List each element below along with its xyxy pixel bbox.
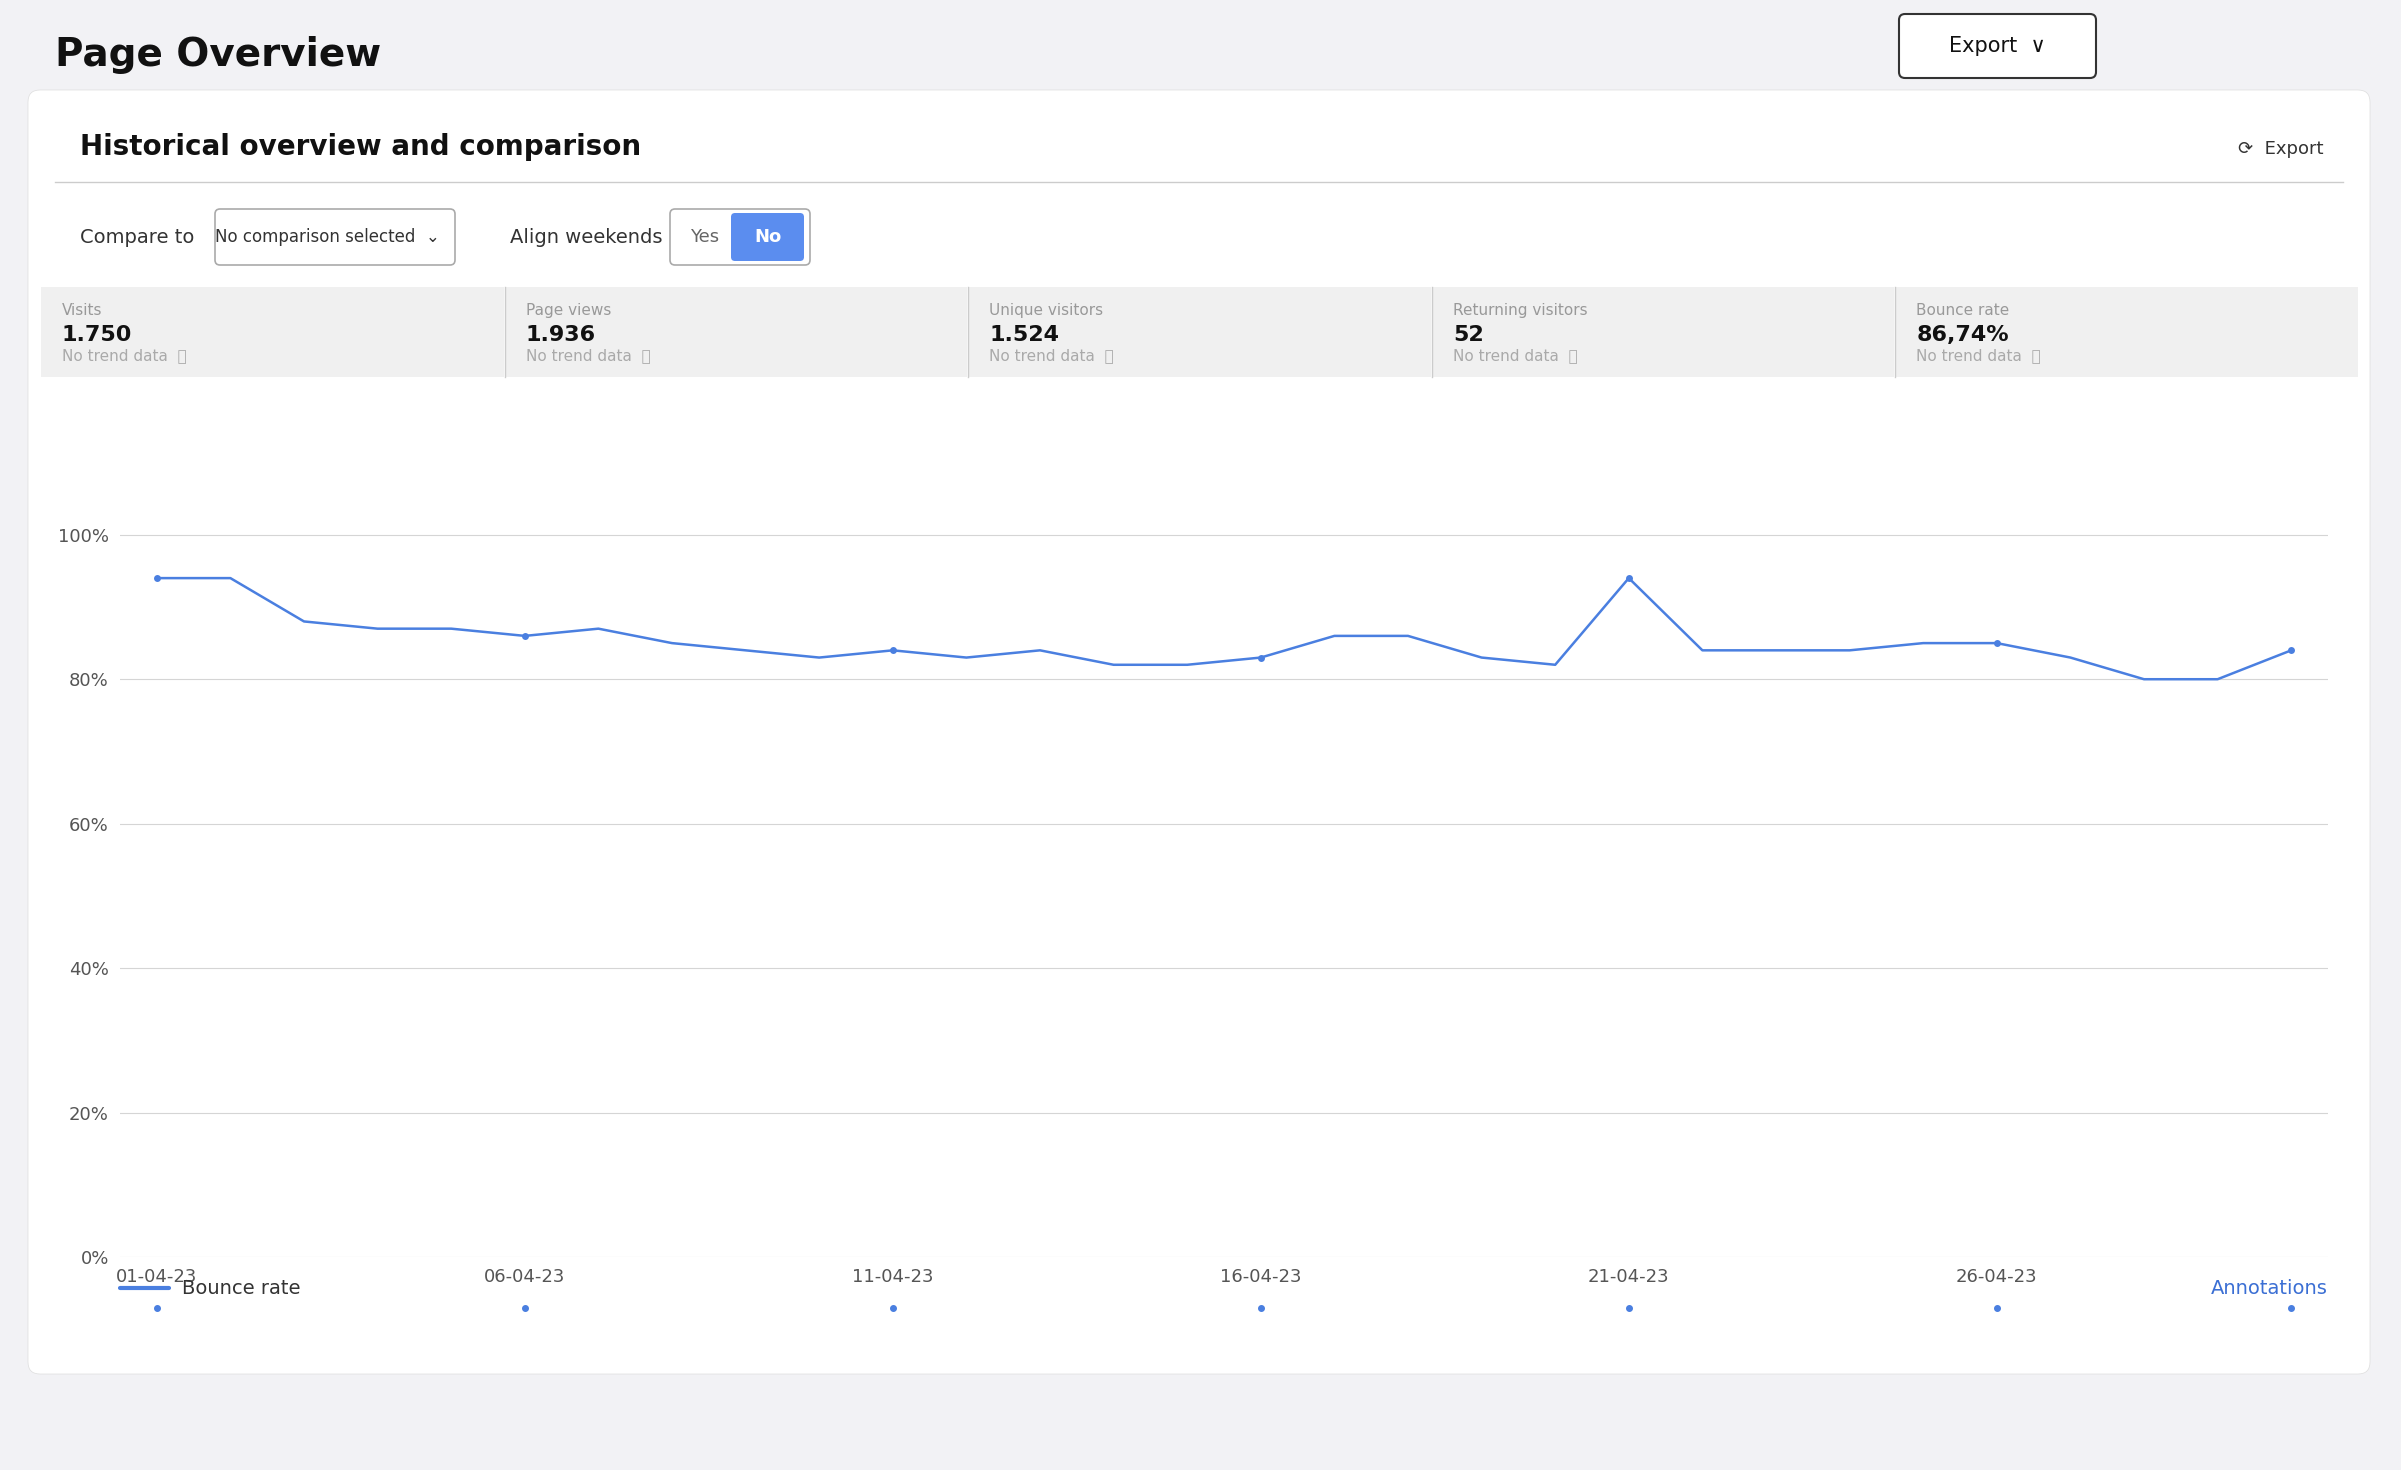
Text: Annotations: Annotations xyxy=(2211,1279,2329,1298)
Text: Page views: Page views xyxy=(526,303,610,318)
Text: 86,74%: 86,74% xyxy=(1916,325,2010,345)
Text: Bounce rate: Bounce rate xyxy=(1916,303,2010,318)
Text: No trend data  ⓘ: No trend data ⓘ xyxy=(989,348,1114,363)
Text: ⟳  Export: ⟳ Export xyxy=(2238,140,2324,157)
Bar xyxy=(968,287,1431,376)
Text: 1.936: 1.936 xyxy=(526,325,595,345)
Text: Page Overview: Page Overview xyxy=(55,35,382,74)
Bar xyxy=(1431,287,1894,376)
Bar xyxy=(1894,287,2358,376)
FancyBboxPatch shape xyxy=(730,213,804,262)
Text: Returning visitors: Returning visitors xyxy=(1453,303,1587,318)
Text: 1.750: 1.750 xyxy=(62,325,132,345)
Text: Bounce rate: Bounce rate xyxy=(182,1279,300,1298)
Text: Align weekends: Align weekends xyxy=(509,228,663,247)
Text: No trend data  ⓘ: No trend data ⓘ xyxy=(1453,348,1577,363)
Text: No: No xyxy=(754,228,780,245)
FancyBboxPatch shape xyxy=(216,209,456,265)
Bar xyxy=(41,287,504,376)
Text: No comparison selected  ⌄: No comparison selected ⌄ xyxy=(214,228,439,245)
Text: 1.524: 1.524 xyxy=(989,325,1059,345)
Text: Unique visitors: Unique visitors xyxy=(989,303,1104,318)
Text: No trend data  ⓘ: No trend data ⓘ xyxy=(1916,348,2041,363)
Text: Visits: Visits xyxy=(62,303,103,318)
Text: Historical overview and comparison: Historical overview and comparison xyxy=(79,132,641,162)
FancyBboxPatch shape xyxy=(1899,15,2096,78)
FancyBboxPatch shape xyxy=(670,209,809,265)
Text: No trend data  ⓘ: No trend data ⓘ xyxy=(526,348,651,363)
Bar xyxy=(504,287,968,376)
Text: Export  ∨: Export ∨ xyxy=(1950,35,2046,56)
Text: 52: 52 xyxy=(1453,325,1484,345)
FancyBboxPatch shape xyxy=(29,90,2370,1374)
Text: No trend data  ⓘ: No trend data ⓘ xyxy=(62,348,187,363)
Text: Compare to: Compare to xyxy=(79,228,194,247)
Text: Yes: Yes xyxy=(691,228,720,245)
